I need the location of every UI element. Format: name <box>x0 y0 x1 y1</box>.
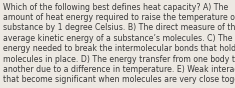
Text: average kinetic energy of a substance’s molecules. C) The: average kinetic energy of a substance’s … <box>3 34 232 43</box>
Text: Which of the following best defines heat capacity? A) The: Which of the following best defines heat… <box>3 3 228 12</box>
Text: that become significant when molecules are very close together.: that become significant when molecules a… <box>3 75 235 84</box>
Text: amount of heat energy required to raise the temperature of a: amount of heat energy required to raise … <box>3 13 235 22</box>
Text: substance by 1 degree Celsius. B) The direct measure of the: substance by 1 degree Celsius. B) The di… <box>3 23 235 32</box>
Text: energy needed to break the intermolecular bonds that hold: energy needed to break the intermolecula… <box>3 44 235 53</box>
Text: molecules in place. D) The energy transfer from one body to: molecules in place. D) The energy transf… <box>3 55 235 64</box>
Text: another due to a difference in temperature. E) Weak interactions: another due to a difference in temperatu… <box>3 65 235 74</box>
